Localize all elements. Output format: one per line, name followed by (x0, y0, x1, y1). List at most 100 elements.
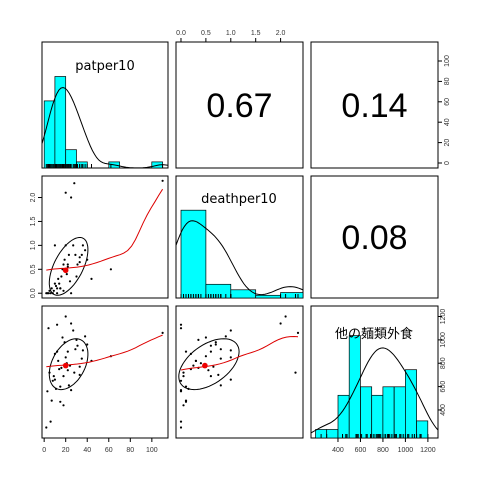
data-point (66, 350, 69, 353)
tick-label: 800 (377, 447, 389, 454)
tick-label: 20 (444, 139, 451, 147)
data-point (219, 384, 222, 387)
data-point (194, 359, 197, 362)
data-point (90, 277, 93, 280)
histogram-patper10 (41, 76, 169, 169)
data-point (76, 344, 79, 347)
histogram-他の麺類外食 (310, 335, 439, 439)
tick-label: 0 (42, 447, 46, 454)
tick-label: 400 (332, 447, 344, 454)
data-point (64, 191, 67, 194)
histogram-bar (180, 209, 207, 299)
data-point (52, 289, 55, 292)
data-point (72, 244, 75, 247)
loess-line (180, 335, 299, 371)
data-point (229, 329, 232, 332)
tick-label: 0 (444, 161, 451, 165)
data-point (56, 323, 59, 326)
data-point (46, 390, 49, 393)
data-point (73, 182, 76, 185)
data-point (57, 277, 60, 280)
data-point (59, 400, 62, 403)
tick-label: 100 (146, 447, 158, 454)
variable-label-2: 他の麺類外食 (335, 326, 413, 342)
scatter-他の麺類外食-vs-deathper10 (178, 315, 300, 429)
loess-line (46, 334, 163, 368)
data-point (50, 287, 53, 290)
data-point (62, 375, 65, 378)
correlation-ellipse (178, 338, 240, 391)
tick-label: 1.0 (226, 30, 236, 37)
data-point (209, 350, 212, 353)
data-point (204, 355, 207, 358)
data-point (53, 282, 57, 285)
data-point (182, 371, 185, 374)
data-point (76, 263, 79, 266)
data-point (84, 335, 87, 338)
centroid-point (202, 362, 208, 369)
data-point (184, 350, 188, 353)
data-point (47, 292, 50, 295)
data-point (73, 371, 76, 374)
histogram-bar (393, 386, 406, 439)
data-point (179, 379, 183, 382)
data-point (179, 420, 183, 423)
data-point (61, 336, 64, 339)
data-point (52, 375, 55, 378)
data-point (84, 249, 87, 252)
tick-label: 100 (444, 55, 451, 67)
data-point (179, 327, 183, 330)
histogram-bar (337, 394, 350, 439)
data-point (74, 253, 77, 256)
data-point (51, 379, 54, 382)
panel-0-2 (310, 41, 439, 169)
data-point (65, 273, 68, 276)
data-point (204, 336, 207, 339)
correlation-label: 0.67 (206, 87, 272, 125)
data-point (296, 331, 300, 334)
data-point (60, 275, 63, 278)
tick-label: 1000 (440, 332, 447, 348)
histogram-deathper10 (175, 209, 304, 299)
tick-label: 1.5 (251, 30, 261, 37)
data-point (74, 348, 77, 351)
tick-label: 800 (440, 357, 447, 369)
tick-label: 40 (83, 447, 91, 454)
data-point (64, 356, 67, 359)
data-point (81, 244, 84, 247)
data-point (57, 359, 60, 362)
data-point (53, 244, 57, 247)
tick-label: 60 (105, 447, 113, 454)
data-point (64, 315, 67, 318)
variable-label-1: deathper10 (201, 192, 277, 207)
histogram-bar (255, 294, 281, 299)
data-point (78, 256, 81, 259)
data-point (161, 179, 164, 182)
tick-label: 0.0 (30, 288, 37, 298)
data-point (161, 331, 164, 334)
data-point (199, 362, 202, 365)
tick-label: 1000 (398, 447, 414, 454)
data-point (72, 329, 75, 332)
data-point (184, 385, 188, 388)
centroid-point (62, 267, 69, 274)
tick-label: 1.5 (30, 216, 37, 226)
density-curve (310, 347, 439, 434)
tick-label: 400 (440, 404, 447, 416)
histogram-bar (43, 100, 56, 169)
data-point (49, 420, 52, 423)
correlation-ellipse (48, 338, 89, 391)
data-point (67, 384, 70, 387)
data-point (67, 253, 70, 256)
data-point (81, 349, 84, 352)
data-point (214, 341, 217, 344)
data-point (197, 338, 200, 341)
scatter-deathper10-vs-patper10 (45, 179, 164, 296)
tick-label: 0.5 (30, 264, 37, 274)
histogram-bar (230, 289, 257, 299)
histogram-bar (360, 386, 373, 439)
density-curve (175, 220, 304, 296)
data-point (229, 349, 232, 352)
data-point (62, 404, 65, 407)
